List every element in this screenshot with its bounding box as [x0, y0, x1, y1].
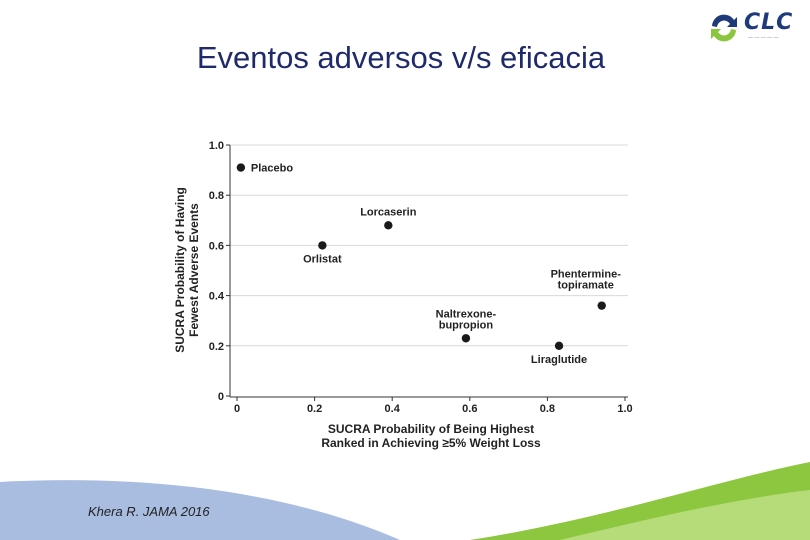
- data-point: [384, 221, 393, 230]
- x-axis-title-line-1: SUCRA Probability of Being Highest: [328, 422, 534, 436]
- x-tick-label: 0.2: [307, 403, 322, 415]
- y-axis-title-line-1: SUCRA Probability of Having: [173, 187, 187, 353]
- point-label: Naltrexone-: [436, 308, 497, 320]
- x-tick-label: 0: [234, 403, 240, 415]
- grid-lines: [230, 144, 628, 347]
- y-tick-label: 0.4: [209, 291, 225, 303]
- point-label: Placebo: [251, 163, 293, 175]
- data-point: [318, 241, 327, 250]
- x-tick-label: 0.8: [540, 403, 555, 415]
- data-point: [597, 301, 606, 310]
- clc-logo: CLC — — — — —: [704, 8, 804, 48]
- blue-wave: [0, 480, 400, 540]
- slide-title: Eventos adversos v/s eficacia: [196, 40, 606, 75]
- point-labels: Placebo Lorcaserin Orlistat Phentermine-top…: [251, 163, 621, 366]
- recycle-arrows-logo-icon: [711, 14, 737, 42]
- x-axis-title-line-2: Ranked in Achieving ≥5% Weight Loss: [321, 436, 541, 450]
- data-points: [236, 163, 606, 350]
- green-wave-light: [560, 490, 810, 540]
- data-point: [236, 163, 246, 172]
- y-axis-title-line-2: Fewest Adverse Events: [187, 203, 201, 337]
- y-tick-label: 0: [218, 391, 224, 403]
- axis-ticks: 0 0.2 0.4 0.6 0.8 1.0 0 0.2 0.4 0.6 0.8 1.0: [209, 140, 633, 415]
- y-tick-label: 0.8: [209, 190, 224, 202]
- y-tick-label: 0.6: [209, 240, 224, 252]
- logo-subtext: — — — — —: [748, 35, 779, 41]
- x-tick-label: 0.4: [385, 403, 401, 415]
- data-point: [554, 341, 564, 350]
- point-label: Orlistat: [303, 253, 342, 265]
- x-tick-label: 1.0: [617, 403, 632, 415]
- point-label: topiramate: [558, 280, 614, 292]
- point-label: Lorcaserin: [360, 206, 417, 218]
- point-label: Phentermine-: [551, 269, 622, 281]
- citation: Khera R. JAMA 2016: [88, 504, 210, 519]
- x-tick-label: 0.6: [462, 403, 477, 415]
- y-tick-label: 0.2: [209, 341, 224, 353]
- data-point: [461, 334, 471, 343]
- point-label: Liraglutide: [531, 354, 587, 366]
- point-label: bupropion: [439, 319, 494, 331]
- logo-text: CLC: [744, 10, 794, 35]
- y-tick-label: 1.0: [209, 140, 224, 152]
